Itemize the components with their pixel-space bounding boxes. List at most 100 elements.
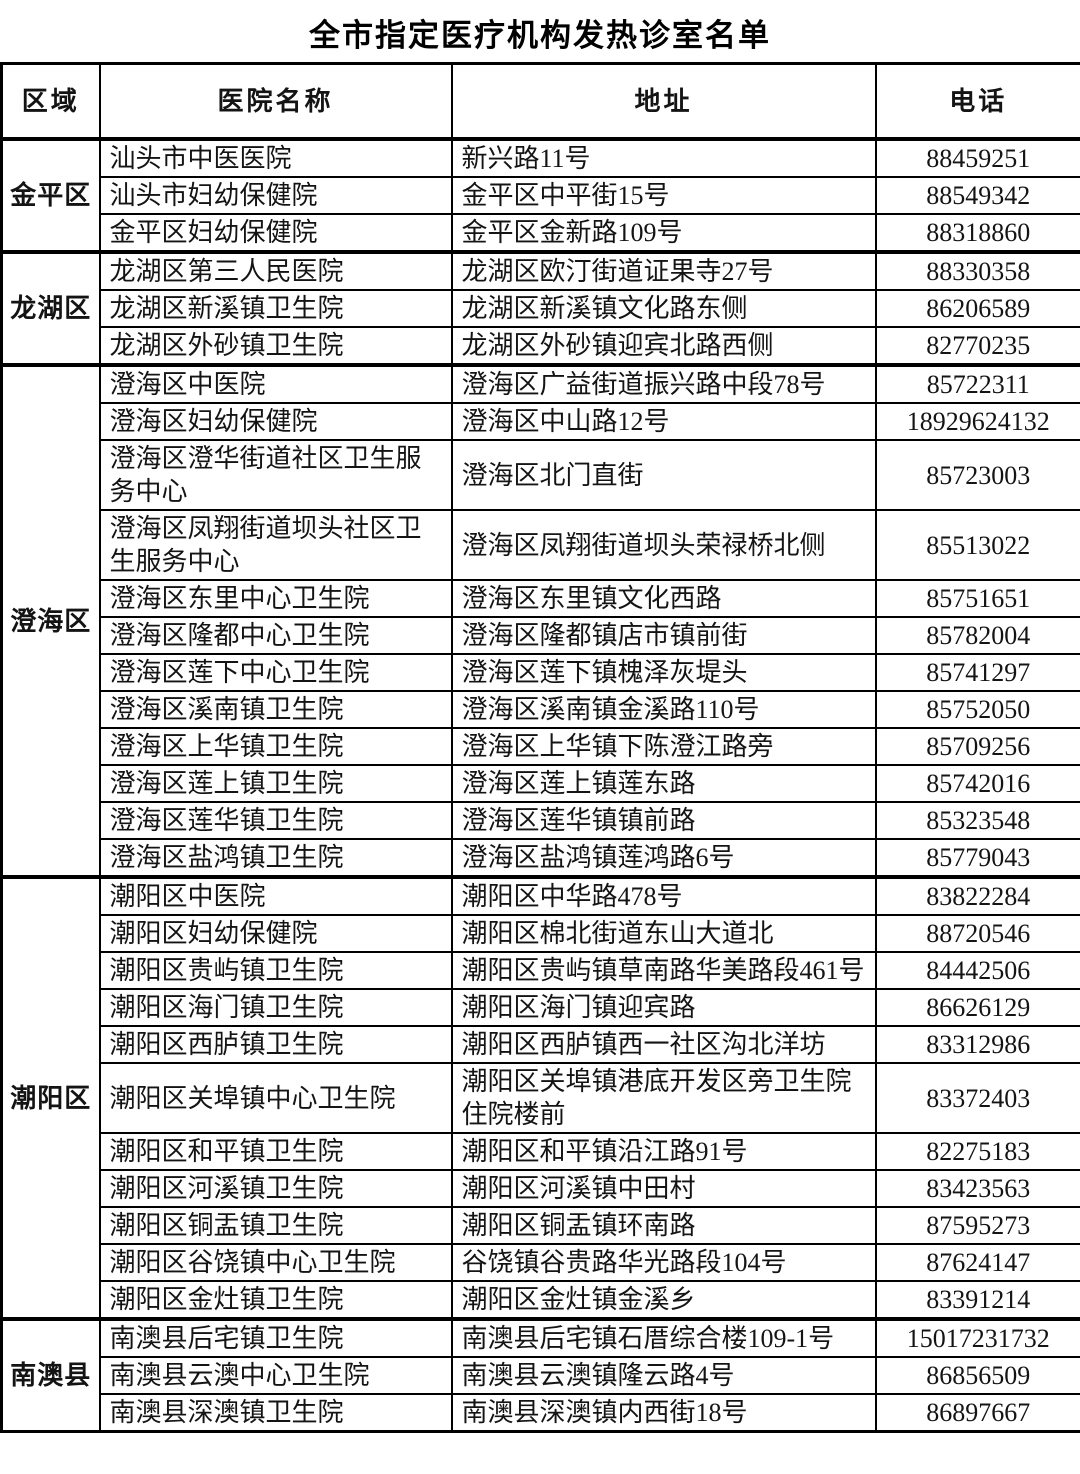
phone-cell: 86626129: [874, 988, 1080, 1027]
address-cell: 谷饶镇谷贵路华光路段104号: [450, 1243, 877, 1282]
table-row: 龙湖区新溪镇卫生院 龙湖区新溪镇文化路东侧 86206589: [2, 289, 1080, 328]
phone-cell: 83423563: [874, 1169, 1080, 1208]
table-row: 潮阳区关埠镇中心卫生院 潮阳区关埠镇港底开发区旁卫生院住院楼前 83372403: [2, 1062, 1080, 1134]
address-cell: 龙湖区外砂镇迎宾北路西侧: [450, 326, 877, 366]
phone-cell: 85723003: [874, 439, 1080, 511]
table-row: 潮阳区铜盂镇卫生院 潮阳区铜盂镇环南路 87595273: [2, 1206, 1080, 1245]
phone-cell: 85323548: [874, 801, 1080, 840]
address-cell: 澄海区莲下镇槐泽灰堤头: [450, 653, 877, 692]
table-row: 澄海区 澄海区中医院 澄海区广益街道振兴路中段78号 85722311: [0, 363, 1080, 878]
phone-cell: 87595273: [874, 1206, 1080, 1245]
phone-cell: 88459251: [874, 137, 1080, 178]
address-cell: 澄海区隆都镇店市镇前街: [450, 616, 877, 655]
region-cell: 南澳县: [0, 1317, 101, 1433]
table-row: 潮阳区金灶镇卫生院 潮阳区金灶镇金溪乡 83391214: [2, 1280, 1080, 1320]
table-row: 汕头市妇幼保健院 金平区中平街15号 88549342: [2, 176, 1080, 215]
header-hospital: 医院名称: [98, 62, 453, 140]
table-body: 金平区 汕头市中医医院 新兴路11号 88459251 汕头市妇幼保健院 金平区中…: [0, 137, 1080, 1433]
table-row: 澄海区盐鸿镇卫生院 澄海区盐鸿镇莲鸿路6号 85779043: [2, 838, 1080, 878]
phone-cell: 83312986: [874, 1025, 1080, 1064]
phone-cell: 85513022: [874, 509, 1080, 581]
hospital-cell: 潮阳区贵屿镇卫生院: [98, 951, 453, 990]
hospital-cell: 潮阳区妇幼保健院: [98, 914, 453, 953]
table-row: 金平区妇幼保健院 金平区金新路109号 88318860: [2, 213, 1080, 253]
hospital-cell: 潮阳区西胪镇卫生院: [98, 1025, 453, 1064]
hospital-cell: 澄海区莲下中心卫生院: [98, 653, 453, 692]
hospital-cell: 潮阳区海门镇卫生院: [98, 988, 453, 1027]
hospital-cell: 潮阳区中医院: [98, 875, 453, 916]
phone-cell: 83822284: [874, 875, 1080, 916]
table-row: 南澳县 南澳县后宅镇卫生院 南澳县后宅镇石厝综合楼109-1号 150172317…: [0, 1317, 1080, 1433]
hospital-cell: 潮阳区谷饶镇中心卫生院: [98, 1243, 453, 1282]
address-cell: 潮阳区海门镇迎宾路: [450, 988, 877, 1027]
table-row: 澄海区莲华镇卫生院 澄海区莲华镇镇前路 85323548: [2, 801, 1080, 840]
phone-cell: 86206589: [874, 289, 1080, 328]
address-cell: 龙湖区欧汀街道证果寺27号: [450, 250, 877, 291]
address-cell: 潮阳区和平镇沿江路91号: [450, 1132, 877, 1171]
hospital-cell: 澄海区中医院: [98, 363, 453, 404]
hospital-cell: 澄海区溪南镇卫生院: [98, 690, 453, 729]
address-cell: 潮阳区河溪镇中田村: [450, 1169, 877, 1208]
phone-cell: 88549342: [874, 176, 1080, 215]
hospital-cell: 潮阳区铜盂镇卫生院: [98, 1206, 453, 1245]
table-row: 潮阳区 潮阳区中医院 潮阳区中华路478号 83822284: [0, 875, 1080, 1320]
table-row: 澄海区澄华街道社区卫生服务中心 澄海区北门直街 85723003: [2, 439, 1080, 511]
address-cell: 金平区中平街15号: [450, 176, 877, 215]
hospital-cell: 南澳县深澳镇卫生院: [98, 1393, 453, 1433]
address-cell: 澄海区北门直街: [450, 439, 877, 511]
phone-cell: 85752050: [874, 690, 1080, 729]
hospital-cell: 澄海区隆都中心卫生院: [98, 616, 453, 655]
address-cell: 南澳县后宅镇石厝综合楼109-1号: [450, 1317, 877, 1358]
fever-clinic-table: 区域 医院名称 地址 电话 金平区 汕头市中医医院 新兴路11号 88459251…: [0, 62, 1080, 1433]
phone-cell: 85722311: [874, 363, 1080, 404]
table-row: 潮阳区河溪镇卫生院 潮阳区河溪镇中田村 83423563: [2, 1169, 1080, 1208]
address-cell: 澄海区广益街道振兴路中段78号: [450, 363, 877, 404]
address-cell: 澄海区盐鸿镇莲鸿路6号: [450, 838, 877, 878]
table-row: 龙湖区外砂镇卫生院 龙湖区外砂镇迎宾北路西侧 82770235: [2, 326, 1080, 366]
table-row: 澄海区莲下中心卫生院 澄海区莲下镇槐泽灰堤头 85741297: [2, 653, 1080, 692]
hospital-cell: 潮阳区和平镇卫生院: [98, 1132, 453, 1171]
phone-cell: 84442506: [874, 951, 1080, 990]
phone-cell: 85742016: [874, 764, 1080, 803]
phone-cell: 88330358: [874, 250, 1080, 291]
address-cell: 澄海区莲上镇莲东路: [450, 764, 877, 803]
table-row: 澄海区莲上镇卫生院 澄海区莲上镇莲东路 85742016: [2, 764, 1080, 803]
table-row: 金平区 汕头市中医医院 新兴路11号 88459251: [0, 137, 1080, 253]
table-row: 南澳县云澳中心卫生院 南澳县云澳镇隆云路4号 86856509: [2, 1356, 1080, 1395]
address-cell: 潮阳区金灶镇金溪乡: [450, 1280, 877, 1320]
table-row: 澄海区妇幼保健院 澄海区中山路12号 18929624132: [2, 402, 1080, 441]
table-row: 南澳县深澳镇卫生院 南澳县深澳镇内西街18号 86897667: [2, 1393, 1080, 1433]
header-row: 区域 医院名称 地址 电话: [0, 62, 1080, 140]
table-row: 潮阳区海门镇卫生院 潮阳区海门镇迎宾路 86626129: [2, 988, 1080, 1027]
hospital-cell: 澄海区凤翔街道坝头社区卫生服务中心: [98, 509, 453, 581]
address-cell: 新兴路11号: [450, 137, 877, 178]
hospital-cell: 龙湖区外砂镇卫生院: [98, 326, 453, 366]
hospital-cell: 澄海区澄华街道社区卫生服务中心: [98, 439, 453, 511]
hospital-cell: 汕头市妇幼保健院: [98, 176, 453, 215]
hospital-cell: 龙湖区第三人民医院: [98, 250, 453, 291]
phone-cell: 85741297: [874, 653, 1080, 692]
address-cell: 潮阳区西胪镇西一社区沟北洋坊: [450, 1025, 877, 1064]
table-row: 澄海区溪南镇卫生院 澄海区溪南镇金溪路110号 85752050: [2, 690, 1080, 729]
hospital-cell: 澄海区莲华镇卫生院: [98, 801, 453, 840]
table-header: 区域 医院名称 地址 电话: [0, 62, 1080, 140]
phone-cell: 82275183: [874, 1132, 1080, 1171]
address-cell: 澄海区溪南镇金溪路110号: [450, 690, 877, 729]
region-cell: 龙湖区: [0, 250, 101, 366]
phone-cell: 83391214: [874, 1280, 1080, 1320]
phone-cell: 85751651: [874, 579, 1080, 618]
table-row: 潮阳区谷饶镇中心卫生院 谷饶镇谷贵路华光路段104号 87624147: [2, 1243, 1080, 1282]
hospital-cell: 澄海区盐鸿镇卫生院: [98, 838, 453, 878]
address-cell: 潮阳区中华路478号: [450, 875, 877, 916]
phone-cell: 86856509: [874, 1356, 1080, 1395]
hospital-cell: 龙湖区新溪镇卫生院: [98, 289, 453, 328]
table-row: 潮阳区西胪镇卫生院 潮阳区西胪镇西一社区沟北洋坊 83312986: [2, 1025, 1080, 1064]
header-address: 地址: [450, 62, 877, 140]
region-cell: 澄海区: [0, 363, 101, 878]
address-cell: 金平区金新路109号: [450, 213, 877, 253]
phone-cell: 87624147: [874, 1243, 1080, 1282]
address-cell: 南澳县云澳镇隆云路4号: [450, 1356, 877, 1395]
table-row: 潮阳区贵屿镇卫生院 潮阳区贵屿镇草南路华美路段461号 84442506: [2, 951, 1080, 990]
phone-cell: 18929624132: [874, 402, 1080, 441]
